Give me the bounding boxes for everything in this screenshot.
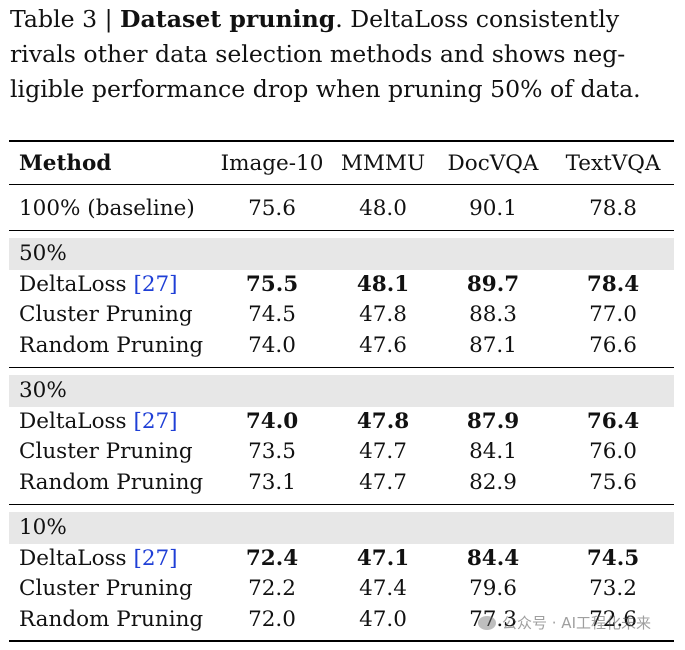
value-image10: 72.0 xyxy=(248,607,296,632)
caption-text: DeltaLoss consistently rivals other data… xyxy=(10,5,641,103)
value-docvqa: 84.1 xyxy=(469,439,517,464)
value-mmmu: 47.7 xyxy=(359,439,407,464)
group-label: 10% xyxy=(19,515,67,540)
value-textvqa: 77.0 xyxy=(589,302,637,327)
table-row: Random Pruning 73.1 47.7 82.9 75.6 xyxy=(9,467,674,498)
value-docvqa: 82.9 xyxy=(469,470,517,495)
method-name: Cluster Pruning xyxy=(19,302,193,327)
value-textvqa: 76.4 xyxy=(586,409,640,434)
value-textvqa: 72.6 xyxy=(589,607,637,632)
watermark-text: 公众号 · AI工程化未来 xyxy=(502,614,651,632)
value-mmmu: 47.0 xyxy=(359,607,407,632)
group-rule-50 xyxy=(9,367,674,368)
group-rule-30 xyxy=(9,504,674,505)
table-row: Random Pruning 72.0 47.0 77.3 72.6 xyxy=(9,604,674,635)
group-band-50 xyxy=(9,238,674,270)
caption-label: Table 3 xyxy=(10,5,98,33)
value-image10: 73.1 xyxy=(248,470,296,495)
group-header-30: 30% xyxy=(9,375,674,406)
method-name: DeltaLoss xyxy=(19,546,127,571)
value-textvqa: 74.5 xyxy=(586,546,640,571)
group-label: 30% xyxy=(19,378,67,403)
method-name: DeltaLoss xyxy=(19,272,127,297)
table-top-rule xyxy=(9,140,674,142)
table-row: DeltaLoss [27] 74.0 47.8 87.9 76.4 xyxy=(9,406,674,437)
baseline-row: 100% (baseline) 75.6 48.0 90.1 78.8 xyxy=(9,193,674,224)
value-textvqa: 78.4 xyxy=(586,272,640,297)
value-docvqa: 88.3 xyxy=(469,302,517,327)
value-docvqa: 84.4 xyxy=(466,546,520,571)
value-textvqa: 73.2 xyxy=(589,576,637,601)
wechat-icon xyxy=(478,616,496,630)
value-image10: 74.0 xyxy=(245,409,299,434)
method-name: Random Pruning xyxy=(19,607,204,632)
value-mmmu: 47.7 xyxy=(359,470,407,495)
group-band-30 xyxy=(9,375,674,407)
value-mmmu: 48.1 xyxy=(356,272,410,297)
value-image10: 73.5 xyxy=(248,439,296,464)
value-textvqa: 75.6 xyxy=(589,470,637,495)
value-mmmu: 47.6 xyxy=(359,333,407,358)
watermark: 公众号 · AI工程化未来 xyxy=(478,610,651,636)
method-name: Random Pruning xyxy=(19,333,204,358)
baseline-rule xyxy=(9,230,674,231)
table-row: Cluster Pruning 73.5 47.7 84.1 76.0 xyxy=(9,436,674,467)
value-docvqa: 87.1 xyxy=(469,333,517,358)
citation-link[interactable]: [27] xyxy=(133,409,178,434)
table-header-row: Method Image-10 MMMU DocVQA TextVQA xyxy=(9,148,674,179)
value-textvqa: 76.6 xyxy=(589,333,637,358)
baseline-docvqa: 90.1 xyxy=(469,196,517,221)
caption-separator: | xyxy=(104,5,113,33)
header-method: Method xyxy=(19,151,112,176)
value-mmmu: 47.4 xyxy=(359,576,407,601)
value-image10: 74.0 xyxy=(248,333,296,358)
method-name: Cluster Pruning xyxy=(19,576,193,601)
table-caption: Table 3 | Dataset pruning. DeltaLoss con… xyxy=(10,5,641,103)
citation-link[interactable]: [27] xyxy=(133,546,178,571)
value-image10: 72.2 xyxy=(248,576,296,601)
header-mmmu: MMMU xyxy=(340,151,426,176)
value-textvqa: 76.0 xyxy=(589,439,637,464)
value-mmmu: 47.1 xyxy=(356,546,410,571)
group-label: 50% xyxy=(19,241,67,266)
header-textvqa: TextVQA xyxy=(565,151,661,176)
method-name: Cluster Pruning xyxy=(19,439,193,464)
caption-title: Dataset pruning xyxy=(120,5,336,33)
group-header-50: 50% xyxy=(9,238,674,269)
value-mmmu: 47.8 xyxy=(359,302,407,327)
table-row: Cluster Pruning 72.2 47.4 79.6 73.2 xyxy=(9,573,674,604)
header-image10: Image-10 xyxy=(220,151,324,176)
header-rule xyxy=(9,184,674,185)
value-docvqa: 77.3 xyxy=(469,607,517,632)
method-name: Random Pruning xyxy=(19,470,204,495)
group-band-10 xyxy=(9,512,674,544)
header-docvqa: DocVQA xyxy=(447,151,539,176)
value-docvqa: 89.7 xyxy=(466,272,520,297)
baseline-method: 100% (baseline) xyxy=(19,196,195,221)
table-row: Random Pruning 74.0 47.6 87.1 76.6 xyxy=(9,330,674,361)
table-row: DeltaLoss [27] 72.4 47.1 84.4 74.5 xyxy=(9,543,674,574)
table-row: DeltaLoss [27] 75.5 48.1 89.7 78.4 xyxy=(9,269,674,300)
group-header-10: 10% xyxy=(9,512,674,543)
value-image10: 75.5 xyxy=(245,272,299,297)
citation-link[interactable]: [27] xyxy=(133,272,178,297)
baseline-mmmu: 48.0 xyxy=(359,196,407,221)
value-docvqa: 87.9 xyxy=(466,409,520,434)
baseline-image10: 75.6 xyxy=(248,196,296,221)
table-bottom-rule xyxy=(9,640,674,642)
value-mmmu: 47.8 xyxy=(356,409,410,434)
table-row: Cluster Pruning 74.5 47.8 88.3 77.0 xyxy=(9,299,674,330)
method-name: DeltaLoss xyxy=(19,409,127,434)
value-image10: 72.4 xyxy=(245,546,299,571)
value-docvqa: 79.6 xyxy=(469,576,517,601)
baseline-textvqa: 78.8 xyxy=(589,196,637,221)
value-image10: 74.5 xyxy=(248,302,296,327)
